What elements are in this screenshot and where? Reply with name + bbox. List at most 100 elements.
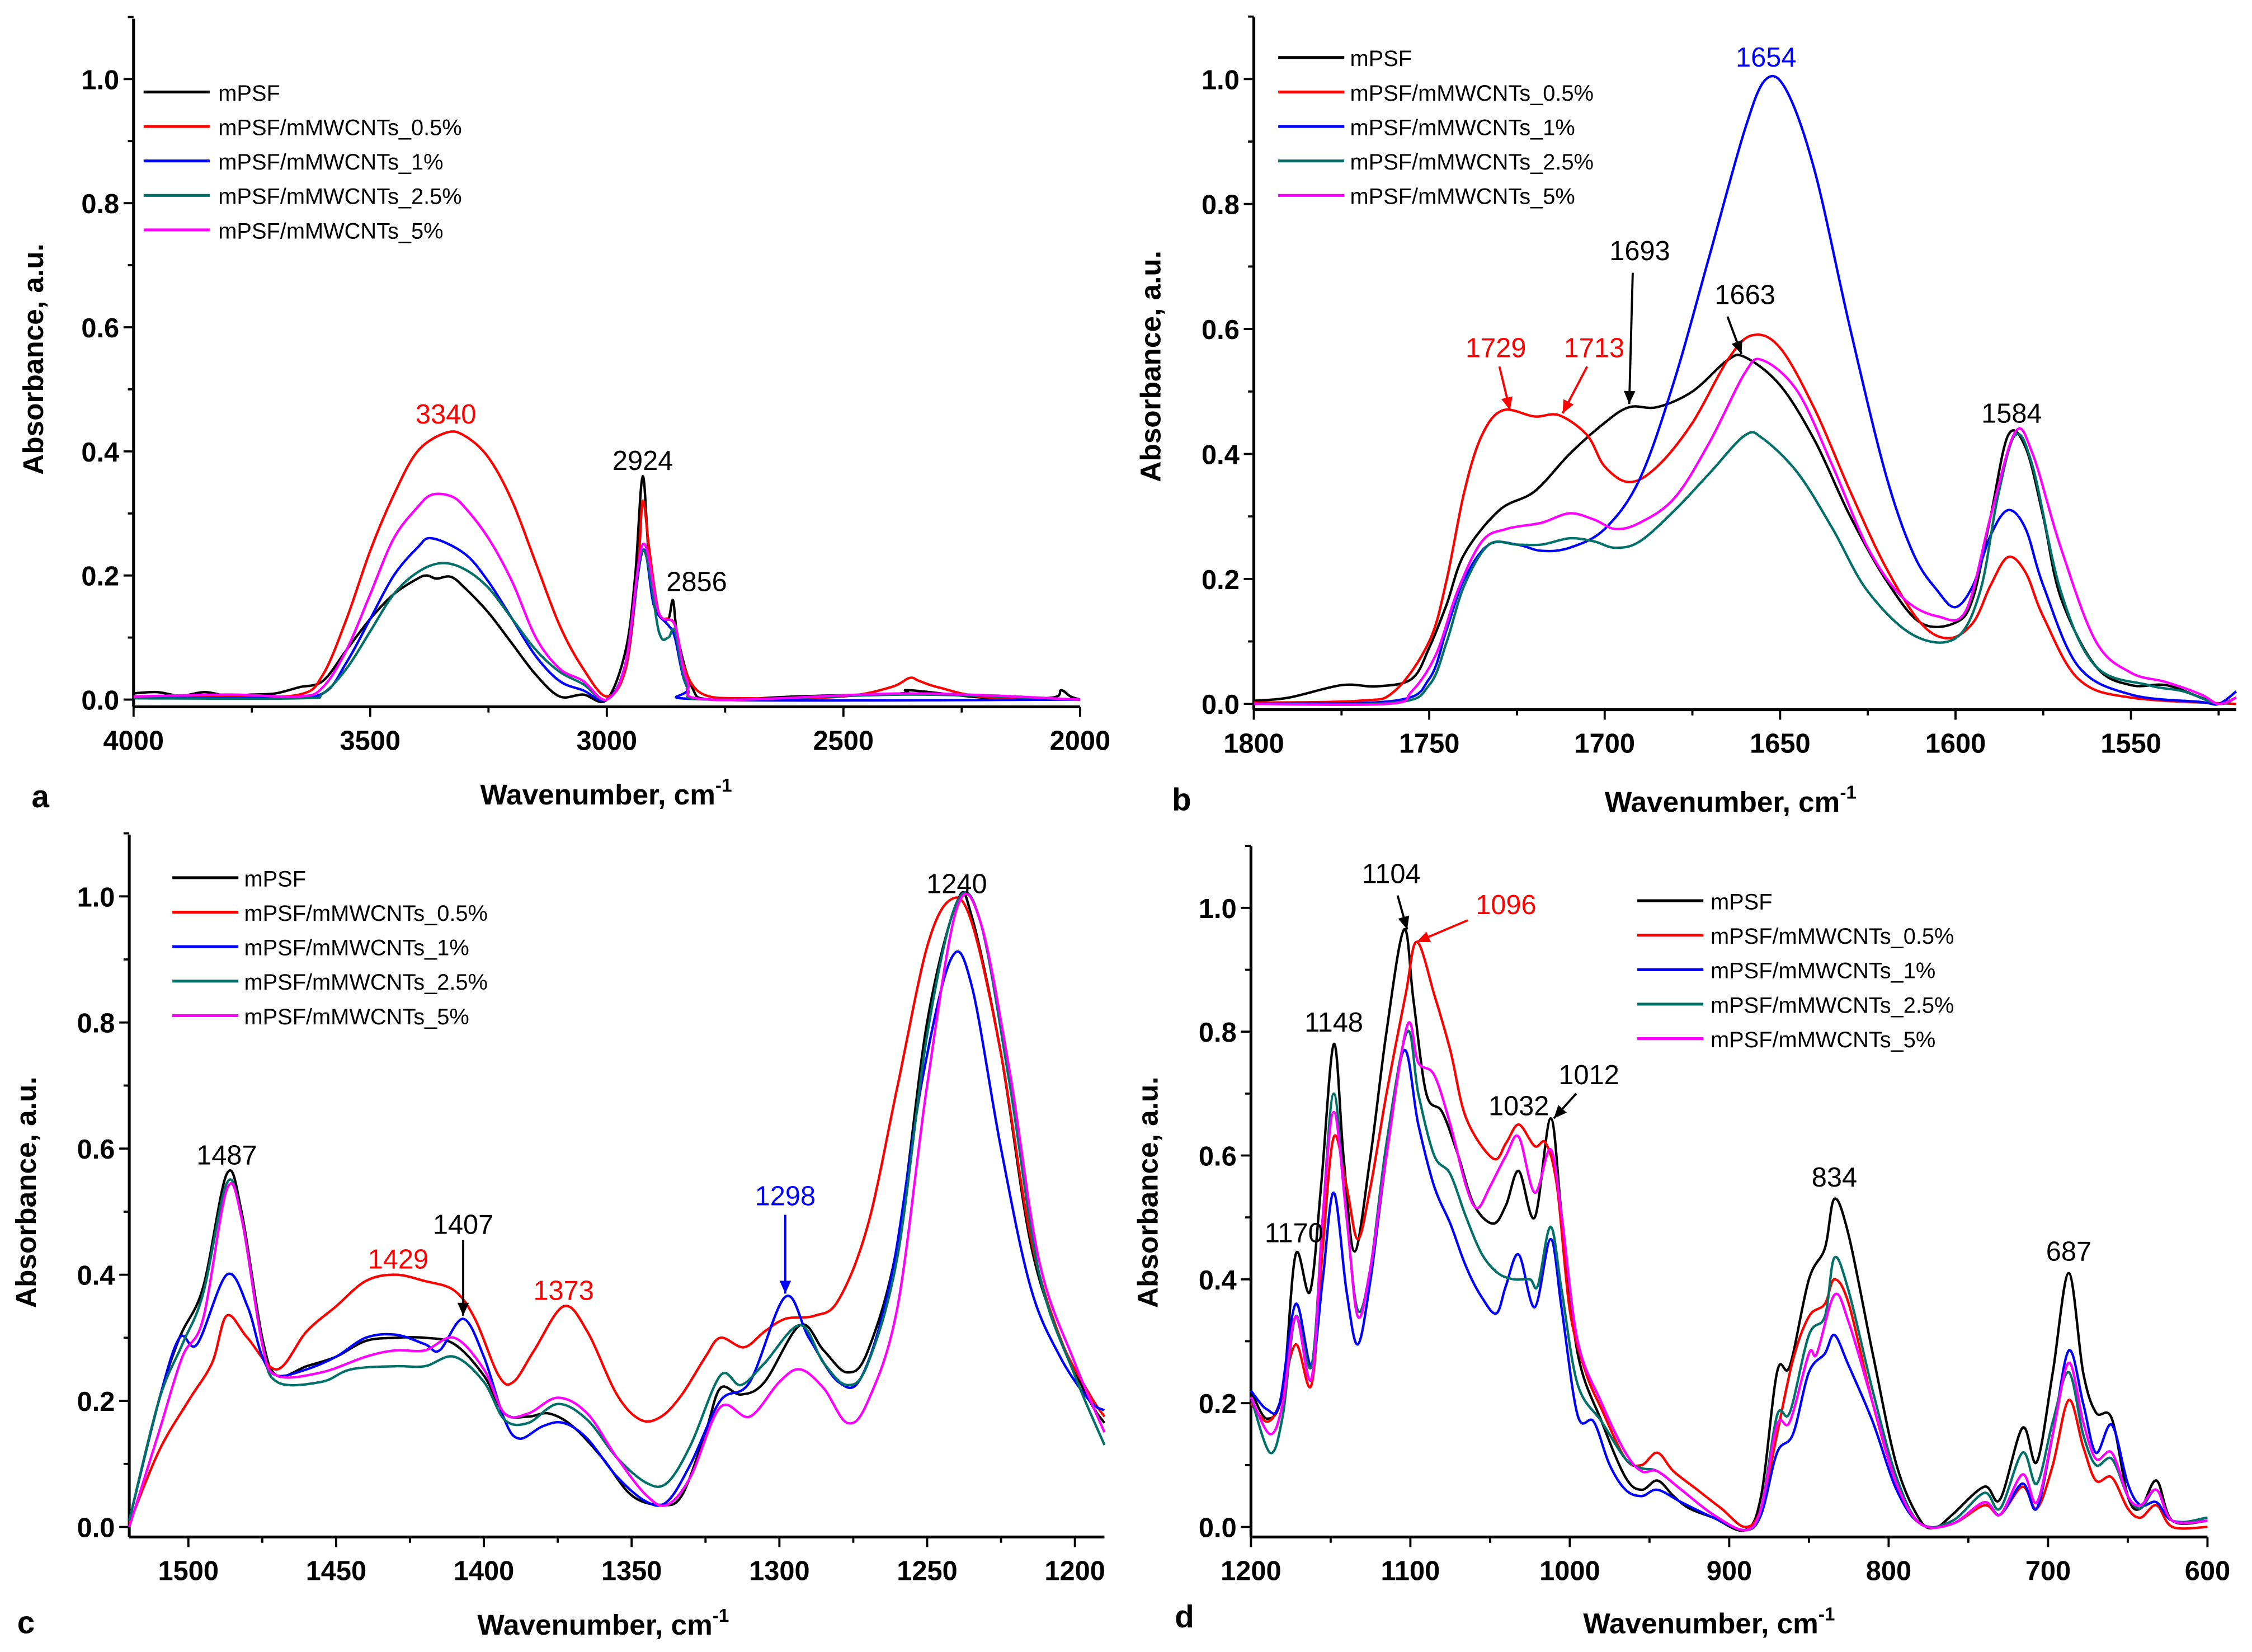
panel-b: 0.0 0.2 0.4 0.6 0.8 1.0 1800 1750 1700 1650 1600 15… (1135, 15, 2237, 818)
y-tick-label: 0.2 (1199, 1389, 1237, 1419)
y-axis-title: Absorbance, a.u. (10, 1076, 42, 1308)
arrowhead-icon (1562, 399, 1574, 413)
panel-letter: d (1175, 1599, 1194, 1634)
annotation-arrow (1628, 272, 1634, 404)
y-tick-label: 1.0 (81, 65, 119, 95)
y-axis-title: Absorbance, a.u. (17, 243, 49, 475)
peak-label: 1096 (1476, 890, 1537, 920)
x-axis-title-superscript: -1 (715, 775, 732, 796)
peak-label: 2856 (666, 567, 727, 597)
y-tick-label: 0.4 (81, 437, 119, 468)
peak-label: 1104 (1362, 859, 1421, 889)
series-line-1 (133, 430, 1080, 701)
x-tick-label: 1250 (897, 1556, 958, 1586)
peak-label: 1240 (926, 869, 987, 900)
y-tick-label: 0.4 (1202, 440, 1240, 470)
arrowhead-icon (1398, 915, 1410, 930)
arrowhead-icon (1731, 340, 1742, 354)
legend-label: mPSF (244, 867, 306, 891)
y-tick-label: 0.4 (77, 1261, 115, 1291)
legend-label: mPSF (218, 81, 280, 106)
peak-label: 1373 (533, 1276, 594, 1306)
legend-label: mPSF/mMWCNTs_5% (244, 1005, 469, 1029)
x-tick-label: 2500 (813, 726, 874, 756)
series-line-2 (133, 536, 1080, 702)
x-axis-title: Wavenumber, cm-1 (480, 775, 732, 811)
peak-label: 1148 (1304, 1008, 1363, 1038)
arrowhead-icon (1416, 931, 1431, 943)
y-tick-label: 0.0 (1199, 1513, 1237, 1543)
peak-label: 1407 (433, 1209, 493, 1240)
legend-label: mPSF/mMWCNTs_1% (1350, 115, 1575, 140)
legend-label: mPSF/mMWCNTs_0.5% (218, 115, 461, 140)
x-tick-label: 900 (1707, 1556, 1752, 1586)
y-tick-label: 0.2 (1202, 565, 1240, 595)
panel-d: 0.0 0.2 0.4 0.6 0.8 1.0 1200 1100 1000 900 800 700 6… (1132, 845, 2230, 1639)
x-axis-title-text: Wavenumber, cm (480, 779, 715, 811)
peak-label: 1693 (1609, 236, 1670, 266)
legend-label: mPSF (1350, 46, 1412, 71)
panel-letter: c (17, 1604, 35, 1640)
panel-letter: b (1172, 782, 1191, 817)
x-tick-label: 700 (2025, 1556, 2071, 1586)
y-tick-label: 0.6 (77, 1135, 115, 1165)
x-tick-label: 1700 (1574, 729, 1635, 759)
y-tick-label: 0.2 (81, 562, 119, 592)
legend-label: mPSF/mMWCNTs_0.5% (1711, 924, 1954, 949)
legend-label: mPSF/mMWCNTs_5% (1350, 185, 1575, 209)
y-tick-label: 1.0 (1199, 894, 1237, 924)
x-axis-title-text: Wavenumber, cm (477, 1609, 712, 1641)
arrowhead-icon (1501, 396, 1513, 411)
x-tick-label: 1350 (601, 1556, 662, 1586)
x-axis-title-text: Wavenumber, cm (1583, 1607, 1818, 1639)
arrowhead-icon (779, 1281, 792, 1294)
x-tick-label: 4000 (103, 726, 164, 756)
y-tick-label: 0.6 (1202, 315, 1240, 345)
x-tick-label: 1100 (1381, 1556, 1440, 1586)
x-tick-label: 3500 (340, 726, 401, 756)
peak-label: 1012 (1558, 1060, 1619, 1090)
y-tick-label: 1.0 (77, 882, 115, 912)
peak-label: 2924 (613, 446, 673, 476)
legend-label: mPSF/mMWCNTs_2.5% (218, 185, 461, 209)
y-tick-label: 0.0 (1202, 690, 1240, 720)
peak-label: 1170 (1265, 1218, 1323, 1248)
legend-label: mPSF/mMWCNTs_1% (1711, 959, 1935, 983)
x-tick-label: 1300 (749, 1556, 810, 1586)
peak-label: 1663 (1714, 280, 1775, 310)
arrowhead-icon (1624, 390, 1636, 404)
x-tick-label: 800 (1866, 1556, 1911, 1586)
legend-label: mPSF/mMWCNTs_2.5% (244, 970, 487, 995)
legend-label: mPSF/mMWCNTs_2.5% (1711, 993, 1954, 1018)
arrowhead-icon (457, 1302, 469, 1316)
y-axis-title: Absorbance, a.u. (1132, 1076, 1163, 1308)
x-axis-title-superscript: -1 (1818, 1604, 1835, 1625)
legend-label: mPSF/mMWCNTs_0.5% (1350, 81, 1594, 106)
panel-a: 0.0 0.2 0.4 0.6 0.8 1.0 4000 3500 3000 2500 2000 Wa… (17, 16, 1110, 814)
legend-label: mPSF/mMWCNTs_2.5% (1350, 150, 1594, 175)
x-axis-title: Wavenumber, cm-1 (1605, 783, 1857, 818)
series-line-0 (1250, 928, 2208, 1532)
x-tick-label: 3000 (577, 726, 638, 756)
y-tick-label: 0.8 (77, 1009, 115, 1039)
legend-label: mPSF/mMWCNTs_1% (218, 150, 443, 175)
x-tick-label: 1750 (1399, 729, 1460, 759)
x-axis-title-superscript: -1 (1840, 783, 1857, 803)
panel-letter: a (31, 779, 49, 814)
peak-label: 1713 (1564, 333, 1625, 363)
x-tick-label: 1200 (1221, 1556, 1282, 1586)
series-line-0 (133, 475, 1081, 704)
panel-c: 0.0 0.2 0.4 0.6 0.8 1.0 1500 1450 1400 1350 1300 12… (10, 832, 1106, 1641)
y-tick-label: 0.2 (77, 1387, 115, 1417)
y-tick-label: 0.6 (81, 313, 119, 343)
legend-label: mPSF/mMWCNTs_0.5% (244, 901, 487, 926)
legend-label: mPSF (1711, 889, 1773, 914)
arrowhead-icon (1553, 1105, 1567, 1119)
legend-label: mPSF/mMWCNTs_1% (244, 936, 469, 961)
y-tick-label: 1.0 (1202, 65, 1240, 95)
series-line-1 (1254, 333, 2236, 705)
x-tick-label: 1550 (2100, 729, 2161, 759)
x-tick-label: 2000 (1050, 726, 1110, 756)
y-tick-label: 0.8 (81, 189, 119, 219)
